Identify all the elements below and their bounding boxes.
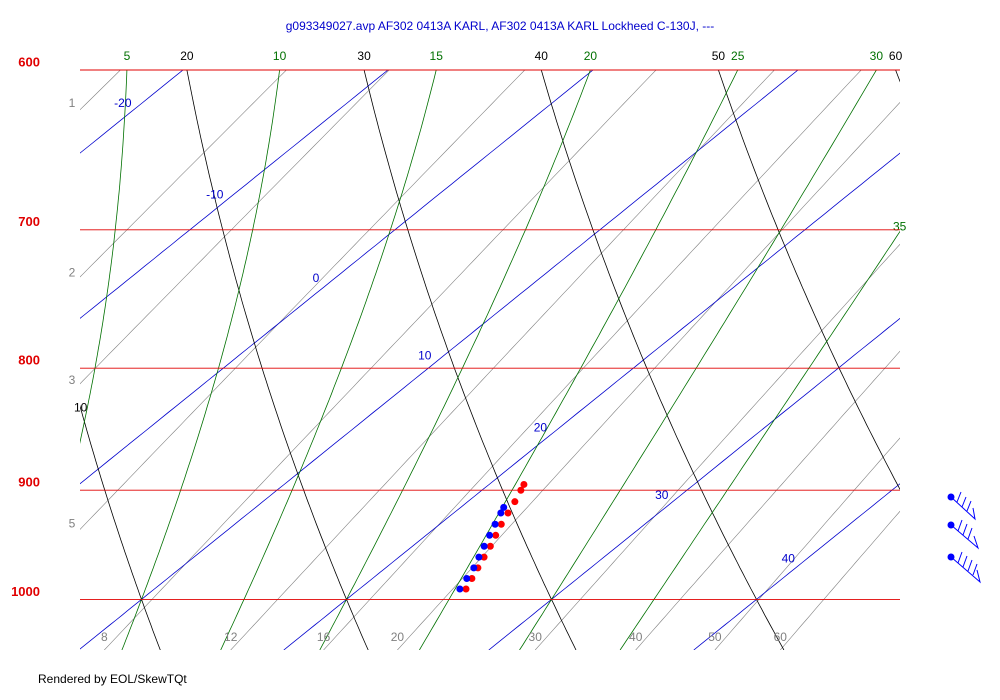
- moist-adiabat: [220, 70, 437, 650]
- pressure-label: 800: [18, 353, 40, 368]
- mixing-ratio-label: 40: [629, 630, 643, 644]
- mixing-ratio-line: [635, 350, 900, 650]
- sounding-point: [511, 498, 519, 506]
- moist-adiabat-label: 15: [430, 49, 444, 63]
- mixing-ratio-label: 1: [69, 96, 76, 110]
- mixing-ratio-label: 50: [708, 630, 722, 644]
- mixing-ratio-label: 2: [69, 265, 76, 279]
- sounding-point: [462, 585, 470, 593]
- isotherm: [80, 70, 389, 319]
- moist-adiabat: [121, 70, 280, 650]
- sounding-point: [497, 520, 505, 528]
- pressure-label: 600: [18, 54, 40, 69]
- mixing-ratio-label: 20: [391, 630, 405, 644]
- plot-lines: [80, 70, 900, 650]
- dry-adiabat: [186, 70, 369, 650]
- isotherm: [80, 70, 594, 485]
- dry-adiabat-label: 20: [180, 49, 194, 63]
- mixing-ratio-line: [104, 70, 657, 650]
- wind-barb: [950, 519, 980, 550]
- sounding-point: [491, 520, 499, 528]
- mixing-ratio-label: 30: [529, 630, 543, 644]
- mixing-ratio-line: [780, 510, 900, 650]
- moist-adiabat: [619, 230, 900, 650]
- dry-adiabat-label: 10: [74, 400, 88, 414]
- moist-adiabat: [319, 70, 591, 650]
- isotherm-label: 20: [534, 421, 548, 435]
- mixing-ratio-line: [534, 243, 900, 650]
- dry-adiabat-label: 30: [357, 49, 371, 63]
- sounding-point: [468, 574, 476, 582]
- sounding-point: [504, 509, 512, 517]
- mixing-ratio-line: [397, 101, 900, 650]
- dry-adiabat-label: 60: [889, 49, 903, 63]
- wind-barb: [950, 491, 976, 521]
- wind-barbs: [947, 491, 981, 584]
- moist-adiabat-label: 20: [584, 49, 598, 63]
- isotherm-label: 30: [655, 488, 669, 502]
- moist-adiabat-label: 25: [731, 49, 745, 63]
- isotherm-label: -20: [114, 96, 132, 110]
- mixing-ratio-line: [80, 70, 287, 278]
- sounding-point: [463, 574, 471, 582]
- pressure-label: 1000: [11, 584, 40, 599]
- sounding-point: [470, 564, 478, 572]
- dry-adiabat-label: 50: [712, 49, 726, 63]
- sounding-point: [520, 480, 528, 488]
- sounding-point: [456, 585, 464, 593]
- mixing-ratio-label: 12: [224, 630, 238, 644]
- mixing-ratio-label: 5: [69, 516, 76, 530]
- mixing-ratio-line: [323, 70, 862, 650]
- dry-adiabat: [718, 70, 900, 491]
- mixing-ratio-line: [230, 70, 775, 650]
- dry-adiabat: [895, 70, 900, 83]
- isotherm: [488, 317, 900, 650]
- sounding-point: [480, 553, 488, 561]
- isotherm-label: -10: [206, 187, 224, 201]
- isotherm-label: 0: [313, 271, 320, 285]
- footer: Rendered by EOL/SkewTQt: [38, 672, 187, 686]
- mixing-ratio-label: 3: [69, 373, 76, 387]
- moist-adiabat: [419, 70, 739, 650]
- isotherm: [283, 152, 900, 650]
- sounding-point: [497, 509, 505, 517]
- chart-title: g093349027.avp AF302 0413A KARL, AF302 0…: [286, 19, 715, 33]
- moist-adiabat: [80, 70, 128, 445]
- sounding-point: [486, 531, 494, 539]
- dry-adiabat: [363, 70, 577, 650]
- isotherm-label: 10: [418, 349, 432, 363]
- isotherm: [80, 70, 799, 650]
- moist-adiabat-label: 5: [124, 49, 131, 63]
- moist-adiabat: [519, 70, 877, 650]
- sounding-point: [486, 542, 494, 550]
- dry-adiabat: [540, 70, 785, 650]
- sounding-point: [480, 542, 488, 550]
- mixing-ratio-line: [714, 437, 900, 650]
- mixing-ratio-line: [80, 70, 526, 530]
- isotherm: [693, 483, 900, 650]
- moist-adiabat-label: 10: [273, 49, 287, 63]
- sounding-point: [500, 503, 508, 511]
- sounding-point: [475, 553, 483, 561]
- sounding-point: [517, 486, 525, 494]
- dry-adiabat-label: 40: [535, 49, 549, 63]
- wind-barb: [950, 551, 981, 584]
- sounding-point: [492, 531, 500, 539]
- moist-adiabat-label: 35: [893, 219, 907, 233]
- mixing-ratio-line: [80, 70, 390, 385]
- mixing-ratio-label: 60: [774, 630, 788, 644]
- dry-adiabat: [80, 404, 161, 650]
- mixing-ratio-label: 8: [101, 630, 108, 644]
- pressure-label: 700: [18, 214, 40, 229]
- mixing-ratio-label: 16: [317, 630, 331, 644]
- moist-adiabat-label: 30: [870, 49, 884, 63]
- pressure-label: 900: [18, 475, 40, 490]
- isotherm-label: 40: [782, 551, 796, 565]
